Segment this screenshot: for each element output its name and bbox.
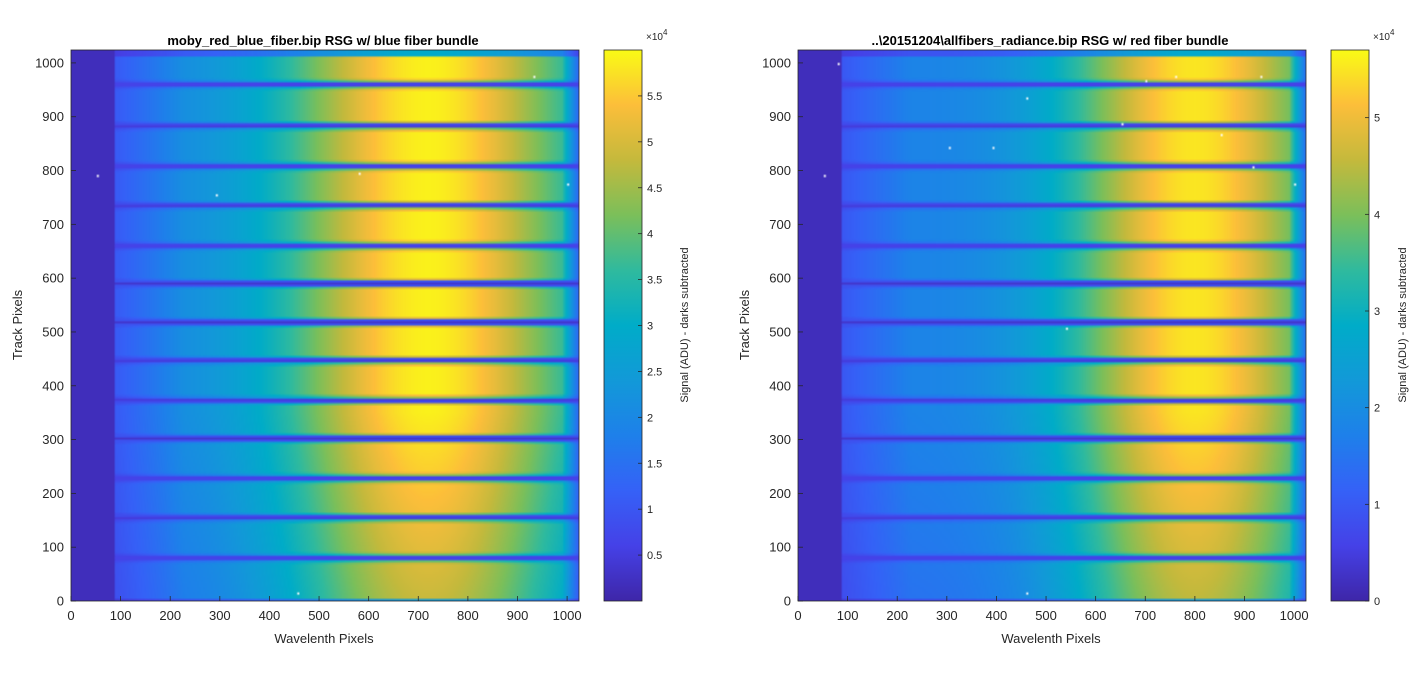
x-tick-label: 1000 <box>1280 608 1309 623</box>
y-tick-label: 500 <box>769 324 791 339</box>
chart-title: moby_red_blue_fiber.bip RSG w/ blue fibe… <box>167 33 478 48</box>
colorbar-frame <box>1330 49 1370 602</box>
colorbar-tick-label: 2 <box>1374 403 1380 415</box>
x-tick-label: 400 <box>986 608 1008 623</box>
y-tick-label: 700 <box>42 217 64 232</box>
y-tick-label: 0 <box>784 594 791 609</box>
x-tick-label: 300 <box>209 608 231 623</box>
x-axis: 0 100 200 300 400 500 600 700 800 900 1000 <box>794 596 1309 623</box>
x-tick-label: 600 <box>358 608 380 623</box>
plot-area <box>797 49 1307 602</box>
y-tick-label: 600 <box>769 271 791 286</box>
colorbar-tick-label: 1.5 <box>647 458 662 470</box>
x-tick-label: 800 <box>1184 608 1206 623</box>
x-axis: 0 100 200 300 400 500 600 700 800 900 1000 <box>67 596 582 623</box>
y-axis: 0 100 200 300 400 500 600 700 800 900 1000 <box>762 55 803 609</box>
y-tick-label: 900 <box>42 109 64 124</box>
x-tick-label: 200 <box>886 608 908 623</box>
colorbar-ticks: 0.5 1 1.5 2 2.5 3 3.5 4 4.5 5 5.5 <box>638 91 662 562</box>
x-tick-label: 400 <box>259 608 281 623</box>
y-tick-label: 500 <box>42 324 64 339</box>
x-axis-label: Wavelenth Pixels <box>1001 631 1101 646</box>
colorbar-gradient <box>1331 50 1369 601</box>
heatmap-panel-blue-fiber: moby_red_blue_fiber.bip RSG w/ blue fibe… <box>10 28 691 646</box>
colorbar-tick-label: 1 <box>647 504 653 516</box>
colorbar-tick-label: 3 <box>1374 306 1380 318</box>
colorbar-tick-label: 2.5 <box>647 366 662 378</box>
x-tick-label: 900 <box>507 608 529 623</box>
x-tick-label: 1000 <box>553 608 582 623</box>
colorbar-tick-label: 0.5 <box>647 550 662 562</box>
x-tick-label: 500 <box>1035 608 1057 623</box>
y-tick-label: 1000 <box>35 55 64 70</box>
y-tick-label: 400 <box>42 378 64 393</box>
x-tick-label: 500 <box>308 608 330 623</box>
x-tick-label: 200 <box>159 608 181 623</box>
colorbar: 0.5 1 1.5 2 2.5 3 3.5 4 4.5 5 5.5 ×104 Signal (ADU… <box>603 28 691 602</box>
y-tick-label: 1000 <box>762 55 791 70</box>
y-tick-label: 300 <box>769 432 791 447</box>
y-tick-label: 900 <box>769 109 791 124</box>
heatmap-image <box>71 50 579 601</box>
colorbar-ticks: 0 1 2 3 4 5 <box>1365 113 1380 608</box>
chart-title: ..\20151204\allfibers_radiance.bip RSG w… <box>872 33 1229 48</box>
colorbar-tick-label: 3 <box>647 321 653 333</box>
y-axis: 0 100 200 300 400 500 600 700 800 900 1000 <box>35 55 76 609</box>
colorbar-tick-label: 0 <box>1374 596 1380 608</box>
y-tick-label: 100 <box>769 540 791 555</box>
colorbar-tick-label: 4 <box>1374 209 1380 221</box>
x-tick-label: 700 <box>407 608 429 623</box>
y-tick-label: 100 <box>42 540 64 555</box>
x-tick-label: 700 <box>1134 608 1156 623</box>
x-tick-label: 100 <box>110 608 132 623</box>
plot-frame <box>797 49 1307 602</box>
x-axis-label: Wavelenth Pixels <box>274 631 374 646</box>
y-tick-label: 400 <box>769 378 791 393</box>
colorbar-tick-label: 5 <box>1374 113 1380 125</box>
colorbar-exponent: ×104 <box>1373 28 1395 43</box>
y-tick-label: 700 <box>769 217 791 232</box>
colorbar-tick-label: 5.5 <box>647 91 662 103</box>
y-tick-label: 200 <box>769 486 791 501</box>
colorbar-exponent: ×104 <box>646 28 668 43</box>
colorbar: 0 1 2 3 4 5 ×104 Signal (ADU) - darks subtrac… <box>1330 28 1409 608</box>
x-tick-label: 600 <box>1085 608 1107 623</box>
plot-frame <box>70 49 580 602</box>
x-tick-label: 0 <box>67 608 74 623</box>
y-tick-label: 300 <box>42 432 64 447</box>
y-tick-label: 0 <box>57 594 64 609</box>
x-tick-label: 900 <box>1234 608 1256 623</box>
y-tick-label: 800 <box>42 163 64 178</box>
colorbar-tick-label: 1 <box>1374 499 1380 511</box>
heatmap-panel-red-fiber: ..\20151204\allfibers_radiance.bip RSG w… <box>737 28 1409 646</box>
y-tick-label: 800 <box>769 163 791 178</box>
x-tick-label: 100 <box>837 608 859 623</box>
colorbar-gradient <box>604 50 642 601</box>
y-axis-label: Track Pixels <box>10 289 25 360</box>
colorbar-tick-label: 3.5 <box>647 275 662 287</box>
y-tick-label: 600 <box>42 271 64 286</box>
colorbar-tick-label: 4.5 <box>647 183 662 195</box>
x-tick-label: 800 <box>457 608 479 623</box>
y-tick-label: 200 <box>42 486 64 501</box>
plot-area <box>70 49 580 602</box>
colorbar-label: Signal (ADU) - darks subtracted <box>1397 247 1409 402</box>
x-tick-label: 0 <box>794 608 801 623</box>
colorbar-tick-label: 2 <box>647 412 653 424</box>
colorbar-tick-label: 4 <box>647 229 653 241</box>
x-tick-label: 300 <box>936 608 958 623</box>
colorbar-label: Signal (ADU) - darks subtracted <box>679 247 691 402</box>
colorbar-tick-label: 5 <box>647 137 653 149</box>
y-axis-label: Track Pixels <box>737 289 752 360</box>
heatmap-image <box>798 50 1306 601</box>
